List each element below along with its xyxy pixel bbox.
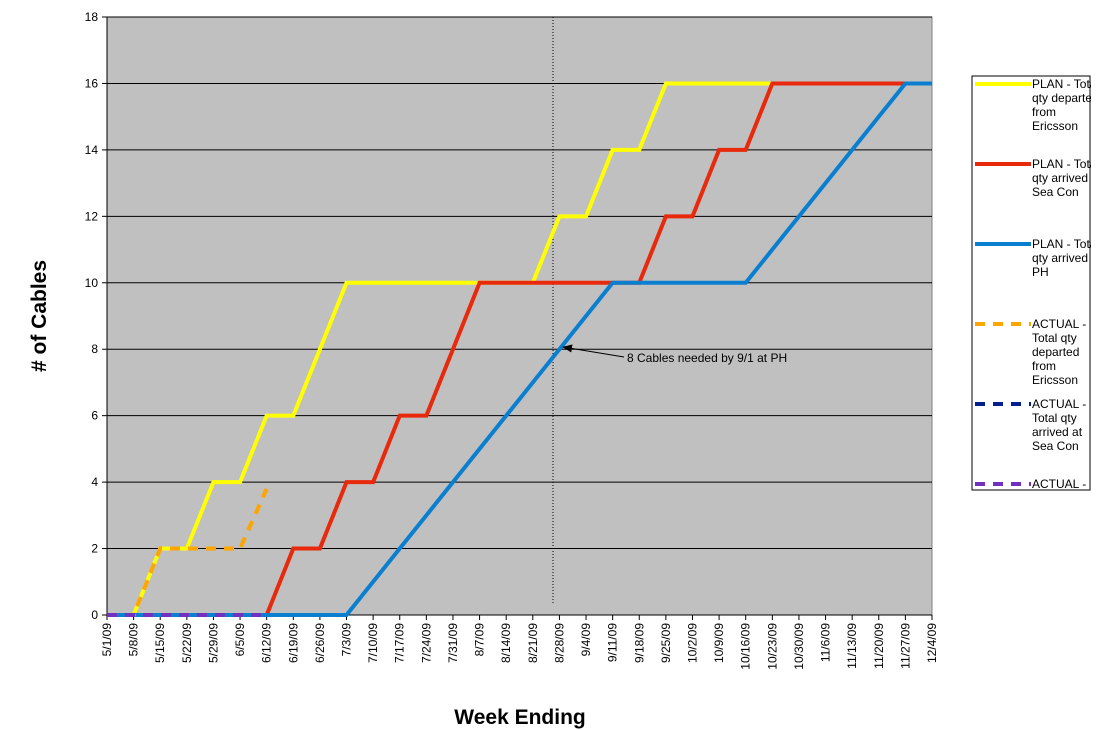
x-tick-label: 10/9/09 bbox=[712, 623, 726, 663]
y-tick-label: 4 bbox=[91, 475, 98, 489]
y-tick-label: 12 bbox=[85, 209, 99, 223]
x-tick-label: 10/16/09 bbox=[739, 623, 753, 670]
x-tick-label: 7/10/09 bbox=[366, 623, 380, 663]
x-tick-label: 6/5/09 bbox=[233, 623, 247, 657]
annotation: 8 Cables needed by 9/1 at PH bbox=[627, 351, 787, 365]
x-tick-label: 7/3/09 bbox=[340, 623, 354, 657]
x-tick-label: 10/30/09 bbox=[792, 623, 806, 670]
legend-label: PLAN - Total qty departed from Ericsson bbox=[1032, 77, 1096, 133]
y-tick-label: 8 bbox=[91, 342, 98, 356]
x-tick-label: 6/19/09 bbox=[286, 623, 300, 663]
x-tick-label: 5/29/09 bbox=[206, 623, 220, 663]
x-tick-label: 12/4/09 bbox=[925, 623, 939, 663]
x-tick-label: 10/23/09 bbox=[765, 623, 779, 670]
legend-label: ACTUAL - Total qty arrived at Sea Con bbox=[1032, 397, 1090, 453]
y-tick-label: 10 bbox=[85, 276, 99, 290]
series-line bbox=[107, 81, 932, 617]
legend-box bbox=[971, 75, 1091, 491]
legend-label: ACTUAL - bbox=[1032, 477, 1086, 491]
x-tick-label: 11/27/09 bbox=[898, 623, 912, 669]
x-tick-label: 8/7/09 bbox=[473, 623, 487, 657]
x-tick-label: 5/8/09 bbox=[127, 623, 141, 657]
x-tick-label: 7/31/09 bbox=[446, 623, 460, 663]
x-tick-label: 8/28/09 bbox=[552, 623, 566, 663]
legend: PLAN - Total qty departed from Ericsson P… bbox=[975, 77, 1096, 491]
y-tick-label: 2 bbox=[91, 542, 98, 556]
x-tick-label: 11/6/09 bbox=[819, 623, 833, 662]
x-tick-label: 5/15/09 bbox=[153, 623, 167, 663]
x-tick-label: 7/17/09 bbox=[393, 623, 407, 663]
x-tick-label: 5/22/09 bbox=[180, 623, 194, 663]
x-tick-label: 6/26/09 bbox=[313, 623, 327, 663]
x-tick-label: 7/24/09 bbox=[419, 623, 433, 663]
y-tick-label: 14 bbox=[85, 143, 99, 157]
x-tick-label: 6/12/09 bbox=[260, 623, 274, 663]
x-tick-label: 11/20/09 bbox=[872, 623, 886, 669]
plot-area bbox=[106, 16, 933, 616]
x-tick-label: 5/1/09 bbox=[100, 623, 114, 657]
legend-label: PLAN - Total qty arrived at PH bbox=[1032, 237, 1096, 279]
x-tick-label: 9/18/09 bbox=[632, 623, 646, 663]
x-axis-title: Week Ending bbox=[454, 706, 585, 729]
x-tick-label: 8/21/09 bbox=[526, 623, 540, 663]
annotation-arrow bbox=[562, 344, 625, 358]
x-tick-label: 9/4/09 bbox=[579, 623, 593, 657]
x-tick-label: 9/11/09 bbox=[606, 623, 620, 662]
x-tick-label: 8/14/09 bbox=[499, 623, 513, 663]
y-tick-label: 0 bbox=[91, 608, 98, 622]
x-tick-label: 11/13/09 bbox=[845, 623, 859, 669]
y-axis-title: # of Cables bbox=[28, 260, 51, 372]
y-tick-label: 6 bbox=[91, 409, 98, 423]
x-tick-label: 10/2/09 bbox=[685, 623, 699, 663]
x-tick-label: 9/25/09 bbox=[659, 623, 673, 663]
legend-label: ACTUAL - Total qty departed from Ericsso… bbox=[1032, 317, 1090, 387]
y-tick-label: 16 bbox=[85, 76, 99, 90]
legend-label: PLAN - Total qty arrived at Sea Con bbox=[1032, 157, 1096, 199]
y-tick-label: 18 bbox=[85, 10, 99, 24]
